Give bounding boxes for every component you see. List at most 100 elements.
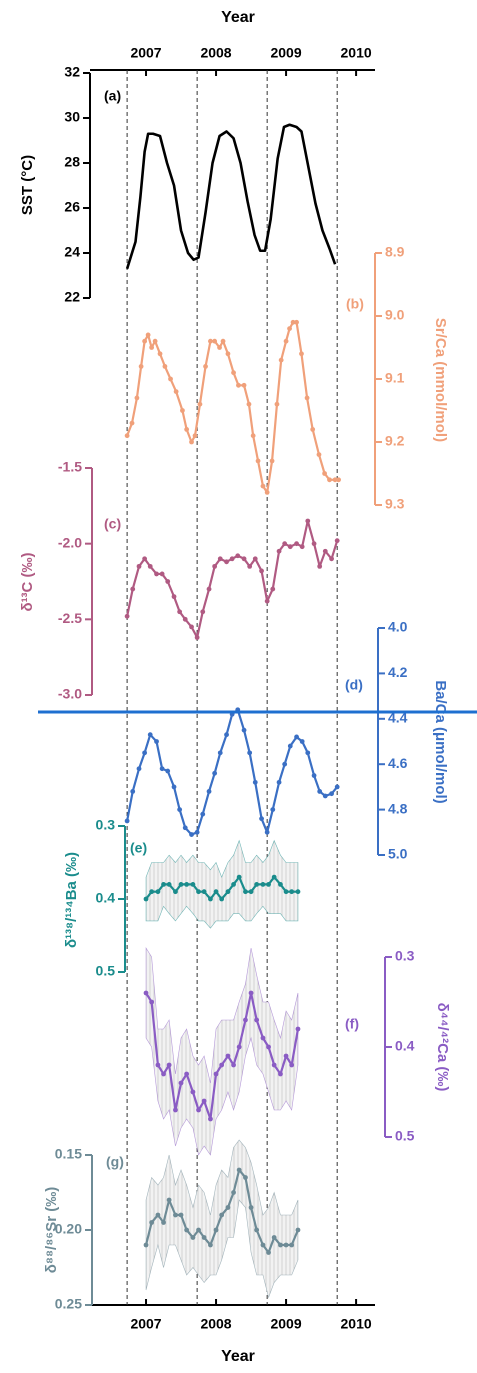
panel-label: (c) [104,516,121,532]
data-point [278,1071,283,1077]
data-point [149,889,155,895]
data-point [184,427,190,432]
data-point [250,433,256,439]
data-point [236,1167,242,1173]
data-point [147,732,153,738]
data-point [254,882,260,887]
data-point [270,586,276,592]
data-point [259,816,264,822]
data-point [282,541,288,547]
data-point [189,624,194,630]
panel-label: (g) [106,1154,124,1170]
data-point [327,477,332,483]
data-point [212,770,218,776]
data-point [152,338,158,344]
data-point [143,896,149,902]
data-point [254,1227,260,1233]
x-tick-label: 2009 [270,1316,301,1332]
data-point [217,345,222,350]
data-point [213,889,219,895]
y-tick-label: -3.0 [58,686,82,702]
data-point [269,458,275,464]
data-point [246,401,252,407]
data-point [289,889,295,895]
y-tick-label: 4.6 [388,755,408,771]
panel-label: (e) [130,840,147,856]
data-point [208,1242,213,1248]
data-point [322,548,328,554]
data-point [225,1205,231,1210]
data-point [259,568,264,574]
data-point [317,563,323,569]
data-point [155,1212,161,1218]
data-point [316,452,322,457]
data-point [173,1107,178,1113]
data-point [136,563,142,569]
data-point [159,571,165,577]
data-point [196,1107,201,1113]
y-tick-label: 0.4 [96,890,116,906]
data-point [289,1062,295,1068]
y-tick-label: 0.3 [96,817,116,833]
data-point [190,882,196,887]
data-point [220,338,226,344]
data-point [124,613,130,619]
data-point [334,538,340,544]
data-point [124,818,130,824]
error-band [145,1139,299,1299]
data-point [184,882,190,887]
y-axis-title: δ¹³⁸/¹³⁴Ba (‰) [63,852,80,948]
data-point [219,1212,225,1218]
data-point [219,896,225,902]
data-line [125,123,337,270]
x-tick-label: 2010 [341,1316,372,1332]
data-point [231,1190,236,1195]
data-point [145,332,151,338]
data-point [260,1035,266,1041]
data-point [322,471,327,476]
y-axis-title: Ba/Ca (μmol/mol) [432,680,449,803]
data-point [329,791,334,797]
data-point [217,556,223,562]
data-point [252,779,258,785]
data-point [203,364,208,369]
y-tick-label: 32 [64,64,80,80]
data-point [178,1212,184,1218]
data-point [225,889,231,895]
y-axis-title: δ⁴⁴/⁴²Ca (‰) [434,1003,451,1092]
y-tick-label: 26 [64,199,80,215]
data-point [229,556,235,562]
data-point [213,1071,219,1077]
data-point [317,789,323,794]
data-point [154,739,159,744]
data-line [126,321,339,494]
data-point [224,732,229,738]
data-point [165,768,171,774]
data-point [184,1227,190,1233]
data-point [266,1250,271,1255]
y-tick-label: 22 [64,289,80,305]
y-tick-label: 0.15 [55,1146,82,1162]
y-tick-label: 4.4 [388,710,408,726]
data-point [130,586,136,592]
data-point [177,807,183,812]
data-point [171,594,177,600]
data-point [241,382,247,388]
data-point [334,784,340,790]
x-axis-title-top: Year [221,9,255,26]
data-point [294,541,299,547]
y-tick-label: 9.3 [385,496,405,512]
data-point [201,889,207,895]
data-point [266,882,271,887]
data-point [124,433,130,439]
data-point [178,1080,184,1086]
data-point [194,635,200,640]
data-point [180,408,185,413]
error-band [145,839,299,929]
y-tick-label: 0.3 [395,948,415,964]
y-tick-label: 0.5 [96,963,116,979]
panel-label: (b) [346,296,364,312]
y-tick-label: 0.25 [55,1296,82,1312]
data-point [299,351,304,357]
